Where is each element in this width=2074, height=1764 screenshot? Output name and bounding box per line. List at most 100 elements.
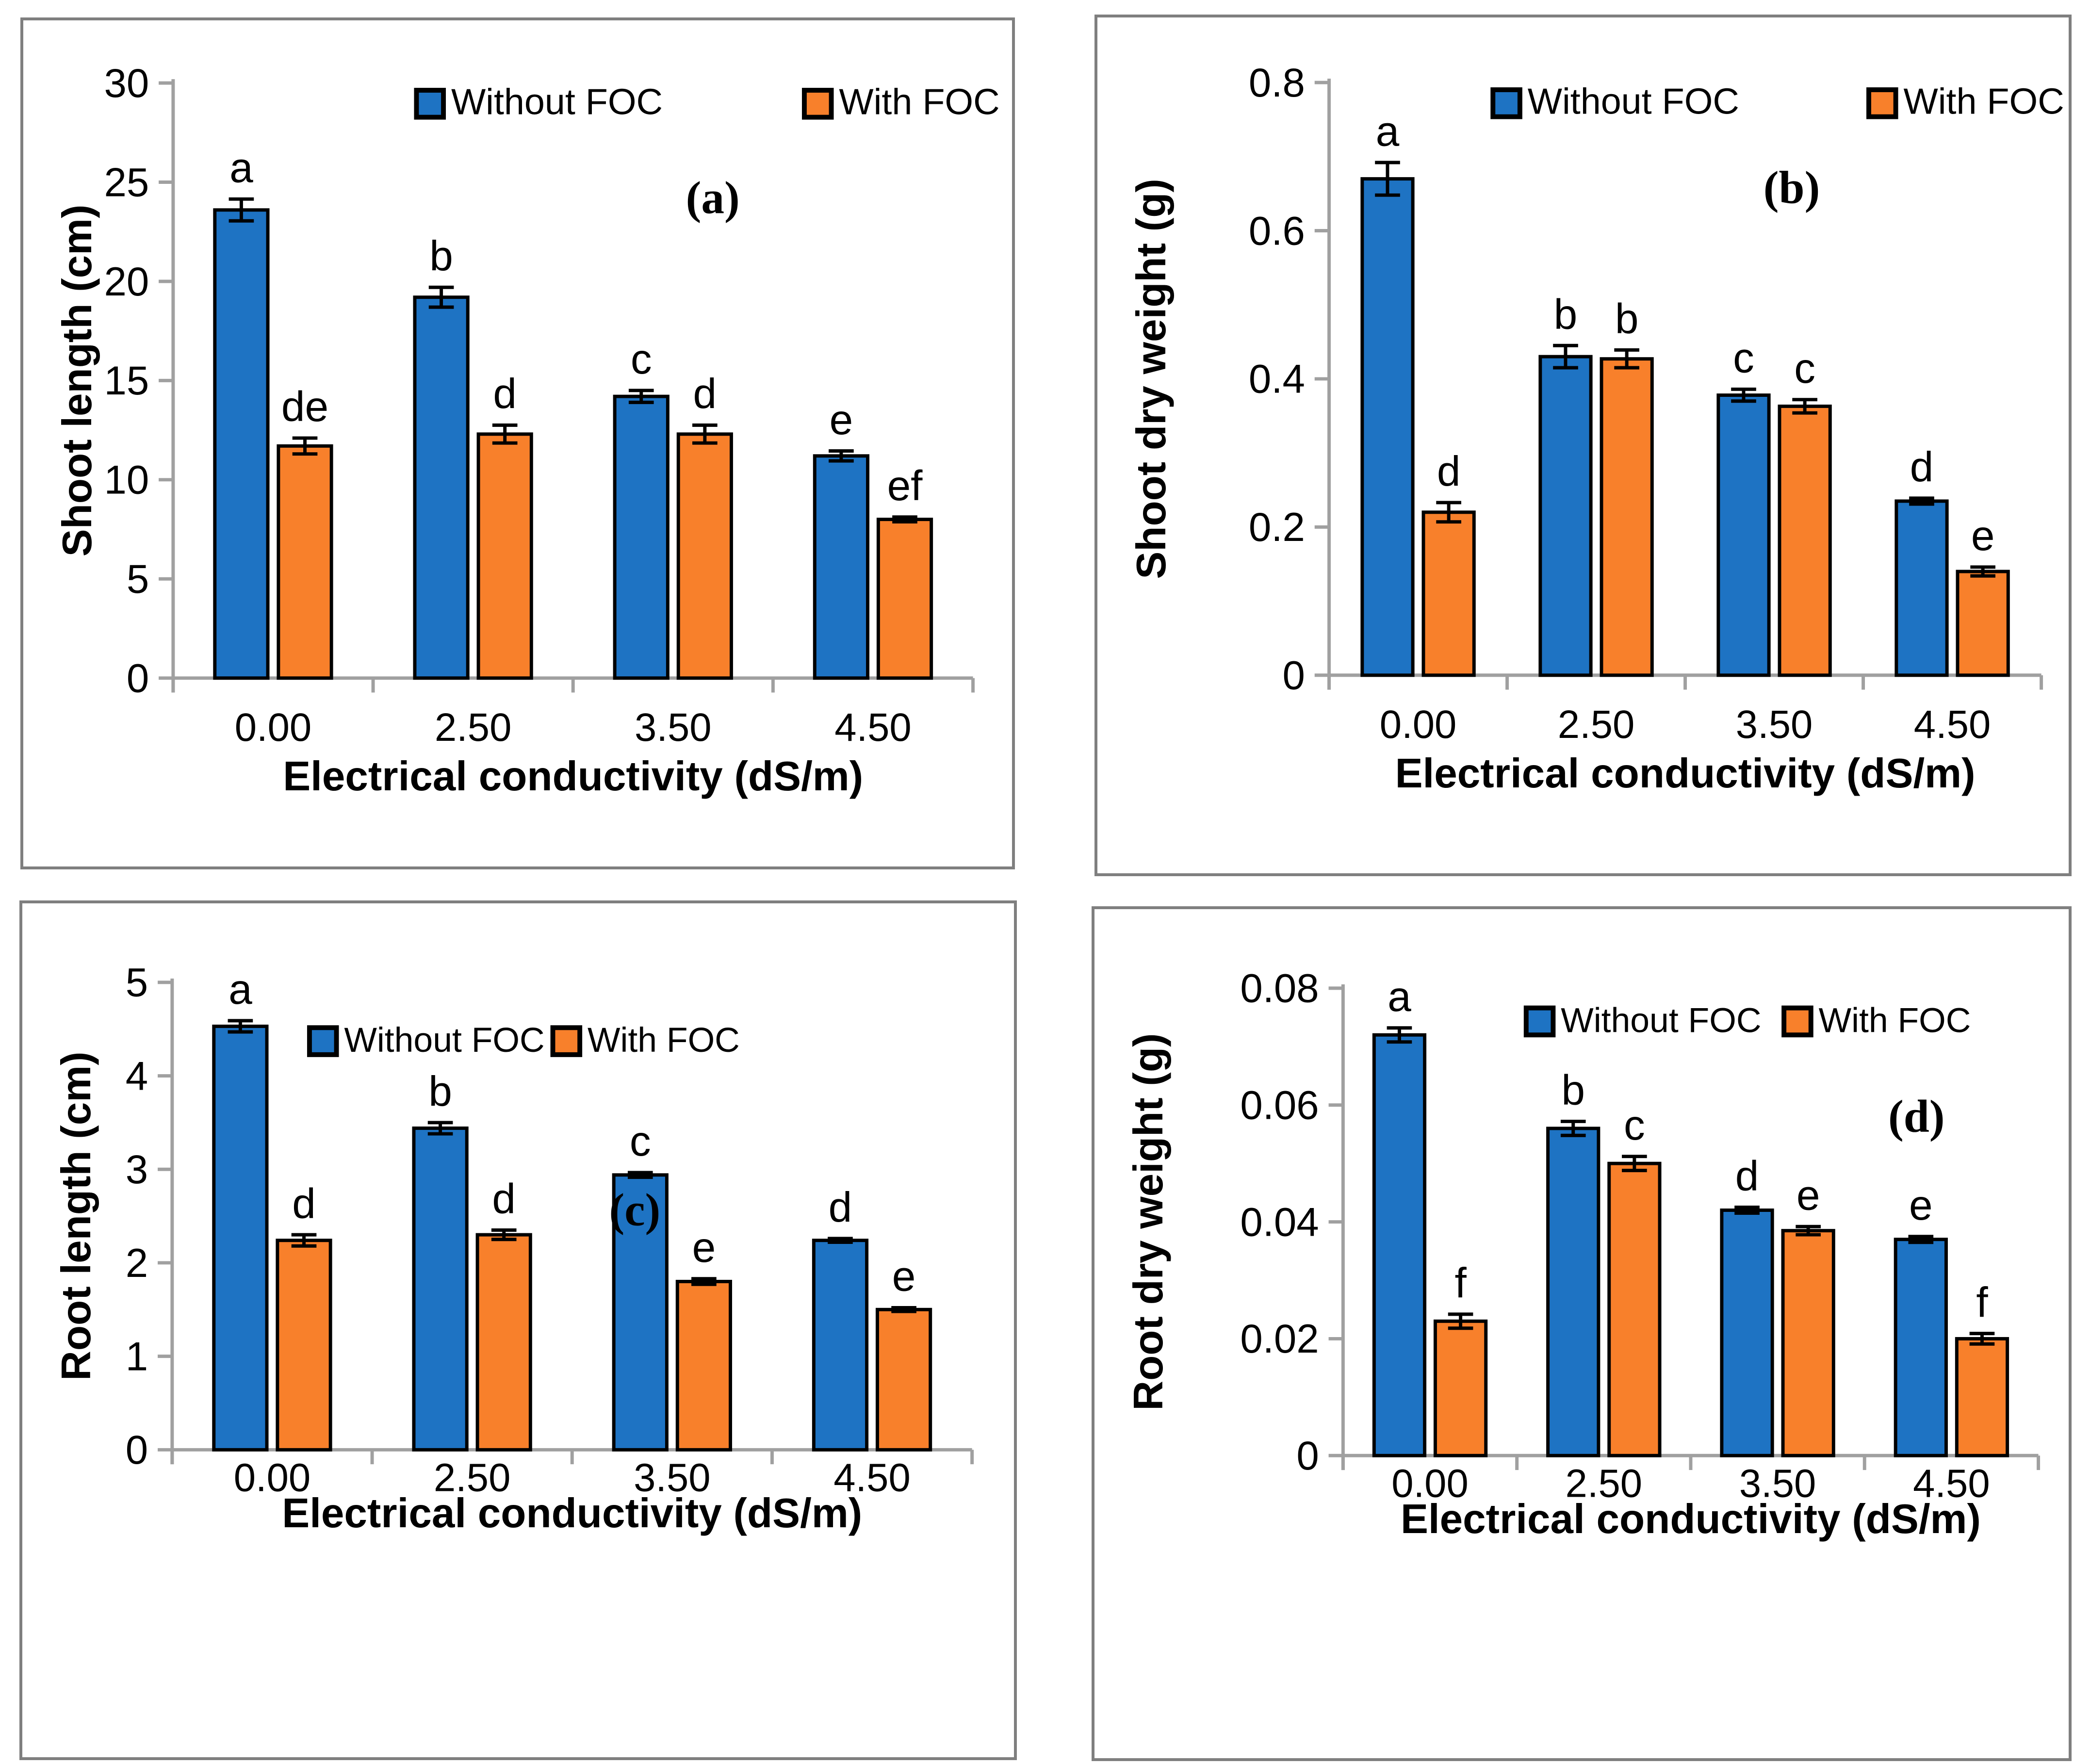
y-tick-label: 0.02 bbox=[1240, 1316, 1319, 1361]
error-bar bbox=[1908, 1235, 1934, 1244]
significance-letter: c bbox=[1794, 344, 1815, 392]
bar-without-foc-0.00 bbox=[212, 1024, 269, 1452]
y-tick-label: 5 bbox=[127, 556, 149, 602]
panel-letter: (b) bbox=[1764, 162, 1820, 213]
x-category-label: 3.50 bbox=[634, 1456, 711, 1500]
bar-with-foc-3.50 bbox=[675, 1280, 732, 1452]
without-foc-legend-label: Without FOC bbox=[451, 82, 663, 122]
significance-letter: a bbox=[1376, 107, 1400, 155]
without-foc-legend-label: Without FOC bbox=[1561, 1001, 1761, 1040]
significance-letter: b bbox=[1561, 1066, 1585, 1114]
y-tick-label: 1 bbox=[126, 1333, 148, 1379]
x-category-label: 0.00 bbox=[235, 705, 311, 750]
error-bar bbox=[1909, 496, 1934, 506]
error-bar bbox=[229, 197, 254, 223]
error-bar bbox=[292, 436, 318, 456]
significance-letter: de bbox=[281, 383, 328, 430]
panel-letter: (a) bbox=[686, 172, 740, 223]
y-tick-label: 4 bbox=[126, 1053, 148, 1098]
significance-letter: e bbox=[830, 396, 853, 443]
y-tick-label: 0.2 bbox=[1249, 504, 1305, 550]
y-tick-label: 0.6 bbox=[1249, 208, 1305, 253]
bar-with-foc-2.50 bbox=[475, 1233, 532, 1452]
bar-without-foc-2.50 bbox=[412, 1127, 469, 1452]
significance-letter: f bbox=[1976, 1278, 1988, 1326]
error-bar bbox=[228, 1019, 253, 1034]
significance-letter: c bbox=[630, 1117, 651, 1165]
error-bar bbox=[291, 1233, 317, 1248]
with-foc-legend-label: With FOC bbox=[1904, 81, 2064, 122]
bar-with-foc-4.50 bbox=[875, 1307, 932, 1452]
significance-letter: c bbox=[1733, 334, 1754, 382]
x-axis-title: Electrical conductivity (dS/m) bbox=[1395, 751, 1976, 797]
significance-letter: c bbox=[1624, 1101, 1645, 1149]
x-category-label: 4.50 bbox=[834, 705, 911, 750]
x-axis: 0.00 2.50 3.50 4.50 bbox=[1341, 1454, 2041, 1506]
bar-with-foc-4.50 bbox=[1955, 1337, 2009, 1457]
significance-letter: d bbox=[492, 1175, 516, 1223]
y-axis: 0 0.02 0.04 0.06 0.08 bbox=[1240, 965, 1345, 1478]
bar-without-foc-3.50 bbox=[613, 394, 670, 680]
bar-without-foc-3.50 bbox=[1716, 393, 1771, 677]
legend: Without FOC With FOC bbox=[414, 82, 1000, 122]
without-foc-legend-swatch bbox=[307, 1025, 339, 1057]
x-axis: 0.00 2.50 3.50 4.50 bbox=[171, 676, 975, 750]
error-bar bbox=[891, 1306, 916, 1313]
bar-without-foc-2.50 bbox=[1538, 355, 1593, 677]
legend: Without FOC With FOC bbox=[1490, 81, 2064, 122]
bar-with-foc-0.00 bbox=[1421, 510, 1476, 677]
x-category-label: 3.50 bbox=[1739, 1462, 1816, 1506]
x-axis-title: Electrical conductivity (dS/m) bbox=[282, 1490, 862, 1536]
significance-letter: a bbox=[229, 965, 252, 1013]
error-bar bbox=[1375, 161, 1400, 197]
y-axis-title: Root dry weight (g) bbox=[1126, 1033, 1172, 1411]
y-tick-label: 0 bbox=[1296, 1433, 1319, 1478]
panel-root-length: 0 1 2 3 4 5 0.00 2.50 3.50 4.50 a b c d d d e e Electrical… bbox=[19, 900, 1017, 1760]
x-category-label: 3.50 bbox=[1736, 702, 1813, 747]
legend: Without FOC With FOC bbox=[1523, 1001, 1971, 1040]
y-tick-label: 20 bbox=[104, 259, 149, 304]
significance-letter: e bbox=[1796, 1171, 1820, 1219]
error-bar bbox=[1614, 348, 1639, 370]
with-foc-legend-swatch bbox=[1866, 87, 1898, 119]
bar-without-foc-3.50 bbox=[1720, 1209, 1774, 1457]
y-tick-label: 5 bbox=[126, 960, 148, 1005]
x-category-label: 0.00 bbox=[234, 1456, 311, 1500]
error-bar bbox=[1387, 1026, 1412, 1044]
error-bar bbox=[1436, 501, 1461, 524]
error-bar bbox=[828, 1237, 853, 1244]
error-bar bbox=[1622, 1155, 1647, 1173]
significance-letter: b bbox=[1615, 295, 1639, 343]
error-bar bbox=[1553, 343, 1578, 370]
significance-letter: f bbox=[1454, 1259, 1467, 1307]
y-tick-label: 3 bbox=[126, 1146, 148, 1192]
bar-with-foc-0.00 bbox=[1433, 1319, 1488, 1457]
without-foc-legend-swatch bbox=[1523, 1005, 1556, 1038]
x-axis: 0.00 2.50 3.50 4.50 bbox=[1327, 673, 2043, 747]
y-axis-title: Root length (cm) bbox=[53, 1051, 99, 1380]
bar-without-foc-4.50 bbox=[1894, 1238, 1948, 1457]
error-bar bbox=[1560, 1119, 1586, 1137]
x-category-label: 0.00 bbox=[1380, 702, 1457, 747]
bar-without-foc-0.00 bbox=[213, 208, 270, 680]
x-category-label: 2.50 bbox=[1566, 1462, 1643, 1506]
error-bar bbox=[692, 423, 718, 445]
significance-letter: b bbox=[429, 232, 453, 279]
without-foc-legend-label: Without FOC bbox=[1528, 81, 1739, 122]
bar-with-foc-2.50 bbox=[1600, 357, 1654, 677]
error-bar bbox=[628, 389, 654, 404]
significance-letter: d bbox=[292, 1179, 316, 1227]
x-category-label: 2.50 bbox=[1558, 702, 1635, 747]
significance-letter: c bbox=[631, 335, 652, 383]
bar-with-foc-0.00 bbox=[277, 444, 333, 680]
error-bar bbox=[492, 423, 518, 445]
bar-with-foc-4.50 bbox=[876, 518, 933, 680]
with-foc-legend-swatch bbox=[550, 1025, 583, 1057]
x-axis-title: Electrical conductivity (dS/m) bbox=[1401, 1496, 1981, 1542]
error-bar bbox=[1796, 1225, 1821, 1237]
chart-shoot-dry-weight: 0 0.2 0.4 0.6 0.8 0.00 2.50 3.50 4.50 a b c d d b c e Ele… bbox=[1128, 60, 2064, 797]
panel-letter: (c) bbox=[609, 1184, 660, 1235]
significance-letter: d bbox=[1735, 1152, 1759, 1200]
